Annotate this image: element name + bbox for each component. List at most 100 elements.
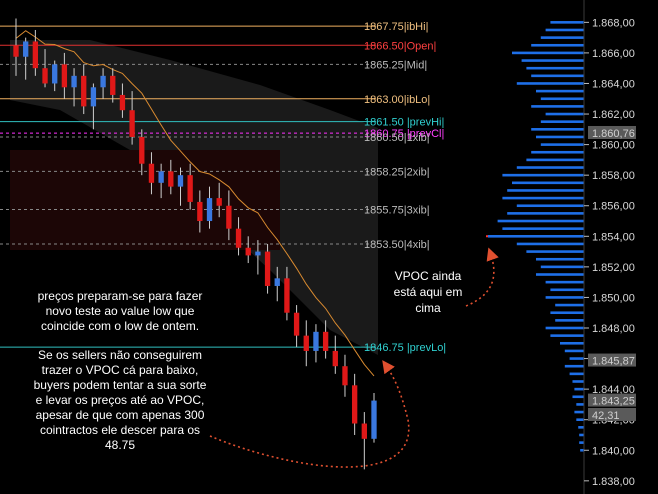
profile-bar-38 [550,311,584,315]
candle-body-19 [197,201,203,222]
candle-body-11 [119,94,126,111]
profile-bar-53 [578,426,584,429]
note2-line-7: 48.75 [105,438,135,452]
profile-bar-17 [531,150,584,154]
profile-bar-0 [550,21,584,24]
candle-body-27 [274,278,280,286]
axis-tick-label-13: 1.864,00 [592,78,635,90]
note2-line-1: Se os sellers não conseguirem [38,348,202,362]
profile-bar-6 [526,66,584,70]
profile-bar-56 [580,448,584,452]
profile-bar-2 [540,36,584,39]
profile-bar-44 [569,357,584,360]
level-label-2: 1865.25|Mid| [364,59,427,71]
profile-bar-16 [540,143,584,146]
profile-bar-51 [574,410,584,414]
candle-body-7 [81,75,87,107]
candle-body-25 [255,251,261,256]
note2-line-6: cointractos ele descer para os [40,423,200,437]
vpoc-note-line-2: está aqui em [394,285,463,299]
price-tag-3: 42,31 [592,410,620,422]
candle-body-15 [158,171,164,183]
candle-body-6 [71,75,77,88]
axis-tick-label-7: 1.852,00 [592,262,635,274]
profile-bar-35 [550,288,584,292]
profile-bar-41 [550,334,584,337]
axis-tick-label-3: 1.844,00 [592,384,635,396]
profile-bar-46 [569,372,584,376]
annotation-vpoc: VPOC ainda está aqui em cima [394,269,463,315]
candle-body-29 [293,312,300,336]
profile-bar-21 [512,181,584,185]
axis-tick-label-14: 1.866,00 [592,48,635,60]
candle-body-21 [216,198,222,206]
note1-line-1: preços preparam-se para fazer [38,289,203,303]
profile-bar-43 [564,349,584,353]
profile-bar-40 [545,326,584,330]
candle-body-4 [52,64,58,84]
profile-bar-48 [574,387,584,391]
candle-body-9 [100,75,106,88]
profile-bar-15 [536,135,584,139]
overnight-range-shade [10,150,280,250]
profile-bar-4 [512,51,584,55]
price-tag-bg-1 [588,353,636,367]
candle-body-26 [264,251,271,286]
profile-bar-47 [572,380,584,383]
profile-bar-36 [545,296,584,299]
profile-bar-8 [516,82,584,85]
profile-bar-20 [502,173,584,177]
annotation-note-2: Se os sellers não conseguirem trazer o V… [34,348,207,452]
candle-body-36 [361,423,367,439]
candle-body-33 [332,350,338,367]
level-label-4: 1861.50 |prevHi| [364,117,444,129]
axis-tick-label-15: 1.868,00 [592,17,635,29]
levels-layer: 1867.75|ibHi| 1866.50|Open| 1865.25|Mid| 18… [0,21,584,354]
annotation-note-1: preços preparam-se para fazer novo teste… [38,289,203,333]
level-label-6: 1860.50|1xib| [364,132,430,144]
profile-bar-55 [579,441,584,444]
price-tags-layer: 1.860,76 1.845,87 1.843,25 42,31 [588,125,636,422]
profile-bar-49 [572,395,584,399]
profile-bar-3 [531,43,584,47]
level-label-7: 1858.25|2xib| [364,166,430,178]
candle-body-12 [129,110,135,137]
axis-tick-label-9: 1.856,00 [592,201,635,213]
candle-body-37 [371,400,377,439]
candle-body-0 [13,45,19,57]
profile-bar-13 [540,120,584,123]
candle-body-17 [177,175,184,187]
candle-body-31 [313,331,319,351]
profile-bar-25 [507,212,584,215]
candle-body-5 [61,64,68,88]
candle-body-16 [168,171,174,187]
axis-tick-label-0: 1.838,00 [592,476,635,488]
level-label-5: 1860.75 |prevCl| [364,128,444,140]
profile-bar-22 [507,189,584,192]
note2-line-2: trazer o VPOC cá para baixo, [42,363,199,377]
axis-tick-label-11: 1.860,00 [592,140,635,152]
candle-body-3 [42,68,48,84]
note2-line-5: apesar de que com apenas 300 [36,408,205,422]
profile-bar-50 [576,403,584,406]
candle-body-1 [23,41,29,57]
profile-bar-28 [488,235,584,238]
moving-average-line [15,30,375,377]
note1-line-2: novo teste ao value low que [46,304,195,318]
level-label-1: 1866.50|Open| [364,40,436,52]
candle-body-32 [322,331,329,351]
vpoc-note-line-3: cima [415,301,441,315]
profile-bar-26 [497,219,584,223]
profile-bar-30 [526,250,584,253]
profile-bar-18 [526,158,584,162]
profile-bar-45 [564,364,584,368]
profile-bar-27 [502,227,584,230]
profile-bar-11 [531,105,584,108]
target-arrow [209,360,410,468]
axis-tick-label-6: 1.850,00 [592,292,635,304]
vpoc-note-line-1: VPOC ainda [395,269,462,283]
price-axis[interactable]: 1.838,001.840,001.842,001.844,001.846,00… [584,17,635,488]
profile-bar-33 [536,273,584,276]
profile-bar-7 [531,74,584,78]
